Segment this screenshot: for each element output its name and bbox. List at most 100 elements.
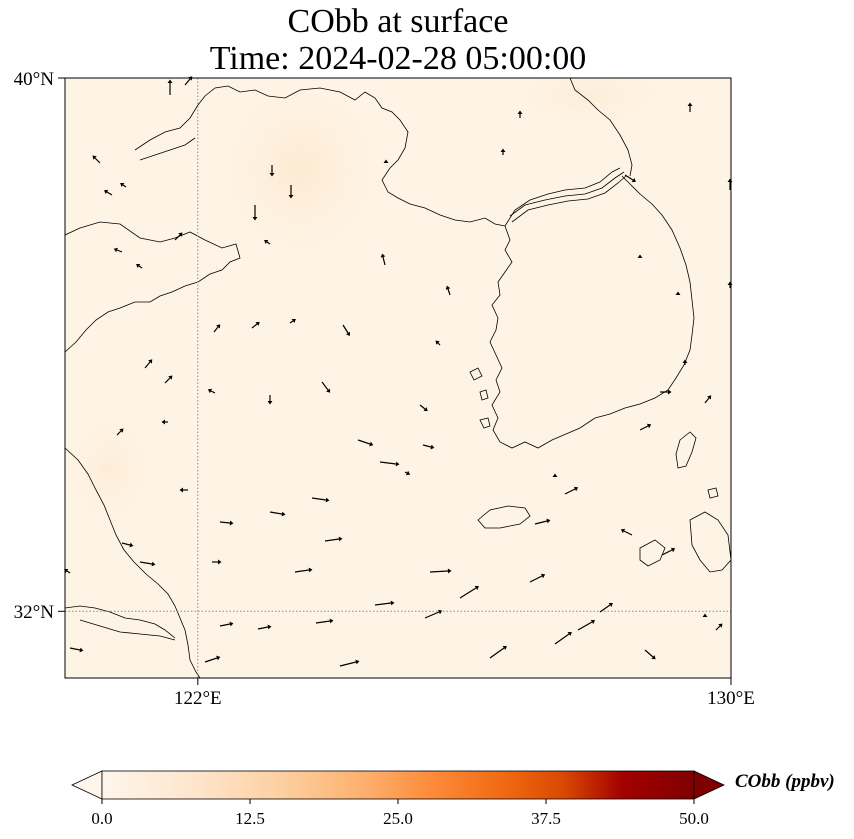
wind-vector-head: [338, 536, 343, 542]
wind-vector-shaft: [294, 569, 310, 573]
wind-vector-head: [291, 318, 296, 324]
wind-vector-head: [631, 177, 636, 183]
wind-vector-shaft: [704, 397, 710, 404]
wind-vector-head: [178, 232, 183, 237]
map-frame: [64, 77, 732, 679]
wind-vector-head: [682, 359, 688, 363]
wind-vector-head: [620, 528, 626, 534]
wind-vector-shaft: [184, 78, 191, 86]
wind-vector-head: [92, 155, 97, 160]
wind-vector-shaft: [251, 323, 258, 329]
wind-vector-head: [590, 619, 596, 625]
wind-vector-shaft: [379, 461, 397, 465]
wind-vector-shaft: [661, 549, 673, 556]
wind-vector-head: [390, 600, 395, 606]
wind-vector-head: [474, 585, 479, 591]
wind-vector-shaft: [219, 521, 231, 524]
wind-vector-head: [129, 542, 134, 548]
wind-vector-shaft: [210, 390, 216, 394]
colorbar-tick-1: 12.5: [235, 809, 265, 828]
wind-vector-shaft: [374, 602, 392, 606]
lat-tick-label-32n: 32°N: [14, 602, 55, 623]
wind-vector-head: [395, 461, 400, 467]
colorbar-gradient: [101, 770, 695, 800]
wind-vector-head: [264, 239, 269, 245]
wind-vector-head: [151, 561, 156, 567]
wind-vector-shaft: [419, 404, 426, 410]
wind-vector-head: [707, 395, 712, 400]
wind-vector-shaft: [599, 604, 611, 613]
wind-vector-shaft: [429, 570, 449, 573]
wind-vector-shaft: [424, 611, 440, 619]
wind-vector-head: [269, 173, 275, 177]
wind-vector-shaft: [339, 661, 357, 667]
wind-vector-head: [267, 624, 272, 630]
wind-vector-shaft: [106, 191, 113, 196]
wind-vector-head: [218, 559, 222, 565]
wind-vector-shaft: [315, 620, 331, 624]
wind-vector-shaft: [422, 444, 432, 448]
wind-vector-head: [168, 375, 173, 380]
wind-vector-head: [216, 324, 221, 329]
wind-vector-shaft: [554, 633, 570, 645]
wind-vector-head: [308, 567, 313, 573]
wind-vector-shaft: [577, 621, 593, 631]
wind-vector-head: [423, 407, 428, 412]
wind-vector-shaft: [121, 542, 131, 546]
wind-vector-head: [430, 444, 435, 450]
wind-vector-shaft: [289, 320, 294, 324]
wind-vector-shaft: [69, 647, 81, 651]
wind-vector-shaft: [447, 288, 451, 296]
wind-vector-shaft: [122, 184, 127, 188]
colorbar-max-extend: [693, 770, 725, 800]
wind-vector-head: [161, 419, 165, 425]
wind-vector-shaft: [382, 256, 386, 266]
wind-vector-head: [325, 497, 330, 503]
wind-vector-head: [355, 659, 360, 665]
wind-vector-head: [119, 428, 124, 433]
wind-vector-head: [252, 217, 258, 221]
wind-vector-head: [326, 388, 331, 393]
wind-vector-head: [369, 441, 374, 447]
wind-vector-head: [281, 511, 286, 517]
coastlines: [65, 78, 731, 678]
graticule: [65, 78, 731, 678]
wind-vector-shaft: [324, 538, 340, 542]
wind-vector-head: [670, 547, 676, 553]
colorbar-tick-4: 50.0: [679, 809, 709, 828]
wind-vector-shaft: [342, 324, 349, 334]
lon-tick-label-130e: 130°E: [707, 688, 755, 709]
wind-vector-shaft: [116, 249, 123, 253]
map-title: CObb at surface: [287, 3, 509, 40]
colorbar-tick-0: 0.0: [91, 809, 112, 828]
wind-vector-head: [718, 623, 723, 628]
wind-vector-head: [552, 473, 558, 477]
wind-vector-head: [79, 647, 84, 653]
wind-vector-head: [702, 613, 708, 617]
wind-vector-head: [573, 486, 579, 492]
axis-ticks: [58, 77, 732, 685]
lat-tick-label-40n: 40°N: [14, 69, 55, 90]
wind-vector-shaft: [139, 561, 153, 565]
colorbar-tick-3: 37.5: [531, 809, 561, 828]
wind-vector-shaft: [489, 647, 505, 659]
wind-vector-shaft: [219, 623, 231, 627]
wind-vector-head: [167, 79, 173, 83]
wind-vector-shaft: [623, 530, 633, 536]
wind-vector-head: [646, 423, 652, 429]
wind-vector-head: [637, 254, 643, 258]
wind-vector-head: [435, 340, 440, 345]
wind-vector-head: [500, 148, 506, 152]
wind-vector-head: [345, 331, 351, 336]
wind-vector-shaft: [257, 626, 269, 630]
wind-vector-shaft: [213, 326, 219, 333]
wind-vector-head: [229, 621, 234, 627]
wind-vector-shaft: [321, 381, 329, 391]
wind-vector-shaft: [529, 575, 543, 583]
wind-vector-head: [502, 645, 507, 650]
wind-vector-shaft: [534, 520, 548, 525]
wind-vector-head: [216, 655, 221, 661]
wind-vector-head: [668, 389, 672, 395]
wind-vector-head: [405, 470, 411, 476]
